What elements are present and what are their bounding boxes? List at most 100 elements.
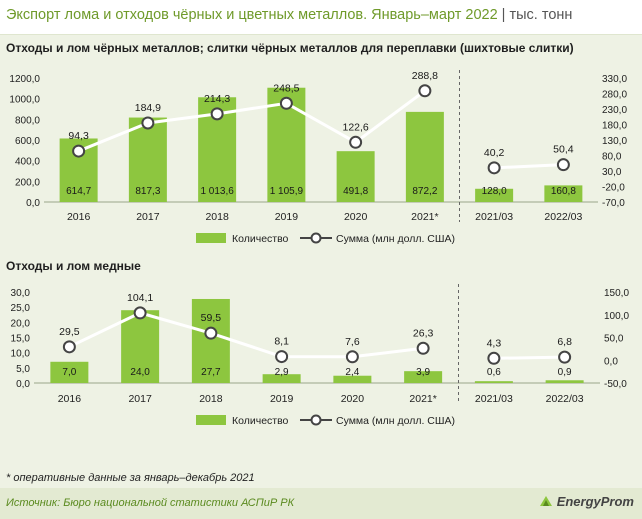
brand-logo: EnergyProm (538, 494, 634, 509)
right-axis-tick: -50,0 (604, 379, 627, 390)
logo-text: EnergyProm (556, 494, 634, 509)
right-axis-tick: 30,0 (602, 167, 622, 178)
logo-icon (539, 496, 552, 506)
bar-value-label: 0,6 (487, 367, 501, 378)
sum-point (62, 340, 76, 354)
sum-value-label: 104,1 (127, 292, 153, 304)
legend-label-quantity: Количество (232, 233, 289, 245)
sum-point (416, 341, 430, 355)
left-axis-tick: 200,0 (15, 177, 40, 188)
legend-swatch-marker (310, 414, 322, 426)
bar (262, 374, 301, 383)
sum-value-label: 29,5 (59, 326, 80, 338)
category-label: 2022/03 (546, 393, 584, 405)
page-title: Экспорт лома и отходов чёрных и цветных … (6, 7, 572, 23)
footnote: * оперативные данные за январь–декабрь 2… (6, 472, 255, 484)
bar-value-label: 817,3 (135, 186, 160, 197)
left-axis-tick: 0,0 (26, 198, 40, 209)
legend-label-sum: Сумма (млн долл. США) (336, 233, 455, 245)
legend-label-sum: Сумма (млн долл. США) (336, 415, 455, 427)
sum-point (556, 158, 570, 172)
unit-label: | тыс. тонн (501, 7, 573, 23)
right-axis-tick: -20,0 (602, 183, 625, 194)
bar-value-label: 128,0 (482, 186, 507, 197)
sum-line (78, 89, 426, 153)
bar-value-label: 7,0 (62, 367, 76, 378)
category-label: 2022/03 (544, 211, 582, 223)
chart-ferrous: 0,0 200,0 400,0 600,0 800,0 1000,0 1200,0 -70,0… (9, 70, 627, 245)
category-label: 2016 (67, 211, 91, 223)
sum-value-label: 6,8 (557, 336, 572, 348)
category-label: 2018 (205, 211, 229, 223)
sum-value-label: 59,5 (201, 312, 222, 324)
unit-text: тыс. тонн (509, 7, 573, 23)
bar-value-label: 27,7 (201, 367, 221, 378)
sum-line (494, 163, 564, 170)
sum-point (279, 96, 293, 110)
legend-swatch-bar (196, 415, 226, 425)
sum-point (72, 144, 86, 158)
bar (475, 188, 514, 202)
right-axis-tick: 0,0 (604, 356, 618, 367)
bar-value-label: 2,9 (275, 367, 289, 378)
category-label: 2021/03 (475, 211, 513, 223)
sum-value-label: 184,9 (135, 102, 161, 114)
sum-line (68, 311, 424, 359)
left-axis-tick: 1200,0 (9, 74, 40, 85)
bar (474, 381, 513, 383)
sum-value-label: 7,6 (345, 336, 360, 348)
right-axis-tick: 150,0 (604, 288, 629, 299)
right-axis-tick: 50,0 (604, 334, 624, 345)
bar (404, 371, 443, 383)
right-axis-tick: 230,0 (602, 105, 627, 116)
bar (405, 111, 444, 202)
right-axis-tick: -70,0 (602, 198, 625, 209)
sum-point (210, 107, 224, 121)
category-label: 2021* (411, 211, 438, 223)
bar (544, 185, 583, 202)
bar (191, 298, 230, 383)
bar-value-label: 614,7 (66, 186, 91, 197)
bar (128, 117, 167, 202)
sum-point (487, 161, 501, 175)
category-label: 2018 (199, 393, 223, 405)
sum-line (493, 355, 565, 360)
sum-value-label: 214,3 (204, 93, 230, 105)
bar-value-label: 1 105,9 (270, 186, 304, 197)
bar (336, 151, 375, 202)
category-label: 2021/03 (475, 393, 513, 405)
legend-label-quantity: Количество (232, 415, 289, 427)
sum-value-label: 122,6 (342, 121, 368, 133)
sum-value-label: 288,8 (412, 70, 438, 82)
chart2-title: Отходы и лом медные (6, 259, 141, 273)
left-axis-tick: 400,0 (15, 157, 40, 168)
chart-copper: 0,0 5,0 10,0 15,0 20,0 25,0 30,0 -50,0 0,0 50,0 10… (11, 284, 629, 427)
left-axis-tick: 1000,0 (9, 95, 40, 106)
legend-swatch-bar (196, 233, 226, 243)
left-axis-tick: 15,0 (11, 334, 31, 345)
sum-point (133, 306, 147, 320)
bar (121, 310, 160, 383)
left-axis-tick: 30,0 (11, 288, 31, 299)
sum-point (349, 135, 363, 149)
sum-value-label: 4,3 (487, 337, 502, 349)
bar-value-label: 872,2 (412, 186, 437, 197)
sum-value-label: 94,3 (68, 130, 89, 142)
sum-point (141, 116, 155, 130)
sum-value-label: 40,2 (484, 147, 505, 159)
legend-swatch-marker (310, 232, 322, 244)
category-label: 2019 (270, 393, 294, 405)
left-axis-tick: 0,0 (16, 379, 30, 390)
bar-value-label: 1 013,6 (200, 186, 234, 197)
right-axis-tick: 80,0 (602, 152, 622, 163)
left-axis-tick: 600,0 (15, 136, 40, 147)
left-axis-tick: 800,0 (15, 115, 40, 126)
bar-value-label: 2,4 (345, 367, 359, 378)
sum-value-label: 8,1 (274, 336, 289, 348)
bar-value-label: 3,9 (416, 367, 430, 378)
bar (50, 361, 89, 383)
sum-point (487, 351, 501, 365)
header: Экспорт лома и отходов чёрных и цветных … (0, 0, 642, 35)
sum-value-label: 26,3 (413, 327, 434, 339)
